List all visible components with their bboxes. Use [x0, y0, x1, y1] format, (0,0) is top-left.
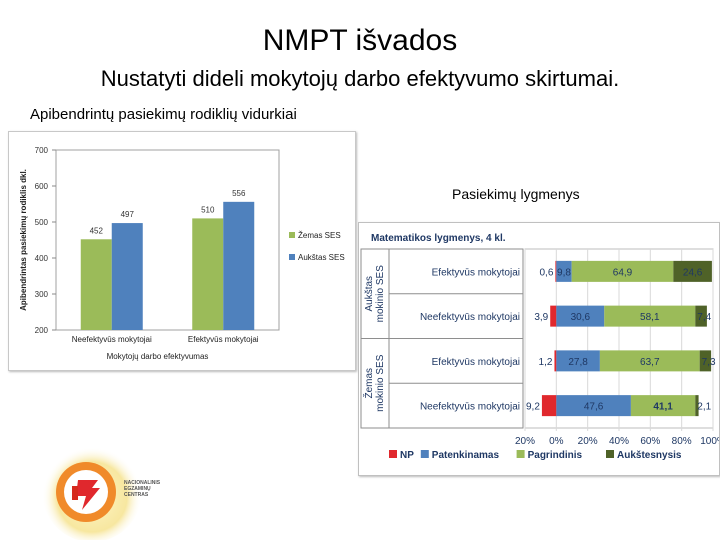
data-label: 27,8 — [568, 357, 588, 368]
data-label: 41,1 — [653, 402, 673, 413]
chart-title: Matematikos lygmenys, 4 kl. — [371, 233, 506, 244]
data-label: 9,2 — [526, 402, 540, 413]
data-label: 3,9 — [534, 312, 548, 323]
data-label: 497 — [121, 210, 135, 219]
legend-label: Patenkinamas — [432, 450, 500, 461]
ses-bar-chart-svg: 200 300 400 500 600 700 452 497 Neefektyvūs moky… — [19, 146, 345, 361]
legend-swatch — [389, 450, 397, 458]
bar — [223, 201, 255, 330]
logo-line: EGZAMINŲ — [124, 486, 151, 492]
bar-segment — [695, 305, 707, 327]
slide-subtitle: Nustatyti dideli mokytojų darbo efektyvu… — [100, 66, 620, 91]
data-label: 63,7 — [640, 357, 660, 368]
data-label: 30,6 — [571, 312, 591, 323]
nec-logo — [42, 440, 152, 542]
x-tick-label: 80% — [672, 436, 692, 447]
bar-segment — [550, 305, 557, 327]
nec-logo-text: NACIONALINIS EGZAMINŲ CENTRAS — [124, 480, 160, 498]
data-label: 64,9 — [613, 267, 633, 278]
x-tick-label: Efektyvūs mokytojai — [188, 335, 259, 344]
bar — [192, 218, 224, 330]
group-label: Žemasmokinio SES — [362, 354, 386, 412]
x-tick-label: 20% — [515, 436, 535, 447]
data-label: 24,6 — [683, 267, 703, 278]
y-tick-label: 200 — [35, 326, 49, 335]
bar-segment — [556, 260, 572, 282]
row-label: Efektyvūs mokytojai — [432, 357, 520, 368]
data-label: 556 — [232, 189, 246, 198]
bar-segment — [699, 350, 712, 372]
legend-label: Aukštesnysis — [617, 450, 682, 461]
bar-segment — [571, 260, 674, 282]
x-tick-label: Neefektyvūs mokytojai — [72, 335, 152, 344]
math-levels-chart-svg: Matematikos lygmenys, 4 kl.Aukštasmokini… — [360, 233, 720, 461]
legend-swatch — [516, 450, 525, 458]
bar-segment — [555, 260, 557, 282]
y-tick-label: 700 — [35, 146, 49, 155]
group-label: Aukštasmokinio SES — [364, 265, 386, 323]
left-chart-caption: Apibendrintų pasiekimų rodiklių vidurkia… — [30, 106, 297, 123]
right-chart-caption: Pasiekimų lygmenys — [452, 186, 580, 202]
x-tick-label: 40% — [609, 436, 629, 447]
bar-segment — [556, 350, 600, 372]
row-label: Efektyvūs mokytojai — [432, 267, 520, 278]
legend-label: Aukštas SES — [298, 253, 345, 262]
bar — [80, 239, 112, 330]
x-tick-label: 20% — [578, 436, 598, 447]
row-label: Neefektyvūs mokytojai — [420, 402, 520, 413]
data-label: 510 — [201, 205, 215, 214]
ses-bar-chart: 200 300 400 500 600 700 452 497 Neefektyvūs moky… — [8, 131, 356, 371]
data-label: 0,6 — [539, 267, 553, 278]
legend-label: Žemas SES — [298, 231, 341, 240]
y-tick-label: 300 — [35, 290, 49, 299]
bar-segment — [556, 305, 605, 327]
data-label: 58,1 — [640, 312, 660, 323]
y-tick-label: 500 — [35, 218, 49, 227]
bar-segment — [695, 395, 699, 417]
x-tick-label: 60% — [640, 436, 660, 447]
legend-label: NP — [400, 450, 414, 461]
bar-segment — [599, 350, 700, 372]
data-label: 452 — [90, 226, 104, 235]
logo-line: NACIONALINIS — [124, 480, 161, 486]
legend-label: Pagrindinis — [528, 450, 583, 461]
math-levels-chart: Matematikos lygmenys, 4 kl. Aukštasmokini… — [358, 222, 720, 476]
data-label: 2,1 — [697, 402, 711, 413]
bar-segment — [630, 395, 696, 417]
y-tick-label: 400 — [35, 254, 49, 263]
x-tick-label: 0% — [549, 436, 564, 447]
bar-segment — [541, 395, 557, 417]
group-label-line: mokinio SES — [375, 265, 386, 323]
bar-segment — [604, 305, 696, 327]
legend-swatch — [289, 232, 295, 238]
y-axis-title: Apibendrintas pasiekimų rodiklis dkl. — [19, 169, 28, 311]
legend-swatch — [606, 450, 614, 458]
data-label: 47,6 — [584, 402, 604, 413]
row-label: Neefektyvūs mokytojai — [420, 312, 520, 323]
group-label-line: mokinio SES — [375, 354, 386, 412]
legend-swatch — [420, 450, 429, 458]
x-axis-title: Mokytojų darbo efektyvumas — [107, 352, 209, 361]
slide-title: NMPT išvados — [262, 24, 458, 57]
x-tick-label: 100% — [700, 436, 719, 447]
data-label: 7,3 — [702, 357, 716, 368]
data-label: 9,8 — [557, 267, 571, 278]
legend-swatch — [289, 254, 295, 260]
bar-segment — [554, 350, 557, 372]
bar-segment — [556, 395, 631, 417]
nec-logo-icon — [42, 442, 142, 542]
bar-segment — [673, 260, 712, 282]
y-tick-label: 600 — [35, 182, 49, 191]
group-label-line: Žemas — [362, 368, 375, 399]
data-label: 7,4 — [697, 312, 711, 323]
group-label-line: Aukštas — [364, 276, 375, 312]
data-label: 1,2 — [539, 357, 553, 368]
bar — [111, 223, 143, 330]
logo-line: CENTRAS — [124, 492, 149, 498]
